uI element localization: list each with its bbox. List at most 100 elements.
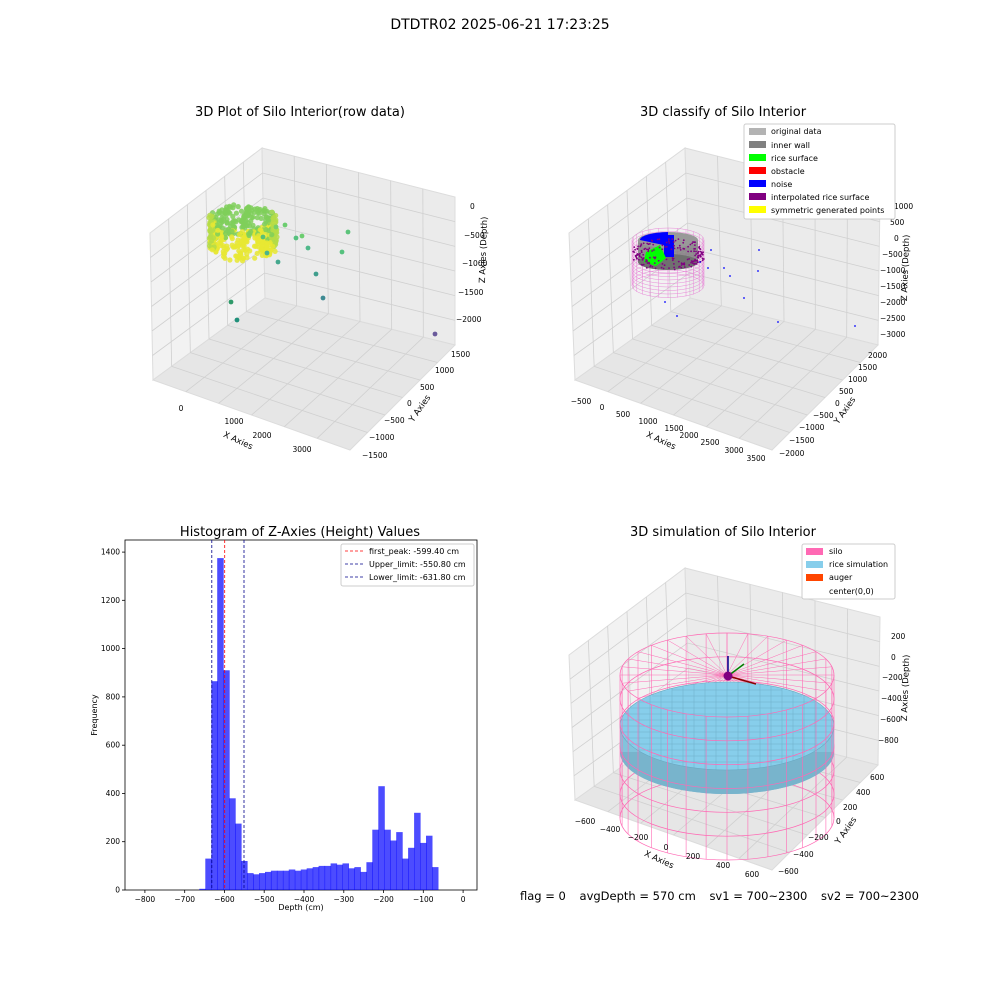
raw-point xyxy=(241,222,247,228)
interpolated-point xyxy=(692,262,694,265)
histogram-bar xyxy=(265,871,272,890)
classify-x-tick: 3000 xyxy=(724,446,743,455)
legend-label-rice-simulation: rice simulation xyxy=(829,560,888,569)
grid-line xyxy=(152,272,456,356)
rice-surface-patch xyxy=(644,245,666,266)
raw-point xyxy=(273,212,279,219)
interpolated-point xyxy=(678,244,681,247)
raw-outlier-point xyxy=(234,317,240,323)
classify-y-tick: −1500 xyxy=(789,436,815,445)
legend-label-upper-limit: Upper_limit: -550.80 cm xyxy=(369,560,466,569)
histogram-y-tick-label: 800 xyxy=(106,692,121,701)
interpolated-point xyxy=(639,252,641,255)
raw-point xyxy=(257,227,263,233)
silo-roof-spoke xyxy=(628,658,728,676)
classify-x-tick: 1000 xyxy=(638,417,657,426)
raw-point xyxy=(255,210,261,216)
histogram-bar xyxy=(342,863,349,890)
simulation-y-tick: −600 xyxy=(778,867,799,876)
raw-point xyxy=(245,204,251,210)
raw-point xyxy=(227,257,233,263)
grid-line xyxy=(422,188,424,338)
raw-point xyxy=(222,210,228,216)
noise-point xyxy=(854,325,856,327)
raw-point xyxy=(208,235,214,241)
interpolated-point xyxy=(699,248,702,251)
classify-z-tick: −1500 xyxy=(880,282,906,291)
histogram-y-tick-label: 1200 xyxy=(101,596,120,605)
interpolated-point xyxy=(687,250,689,253)
classify-legend: original data inner wall rice surface ob… xyxy=(743,123,896,220)
classify-y-tick: −1000 xyxy=(799,423,825,432)
raw-point xyxy=(209,247,215,253)
histogram-bar xyxy=(402,858,409,890)
interpolated-point xyxy=(632,250,635,253)
simulation-z-tick: −400 xyxy=(881,694,902,703)
interpolated-point xyxy=(686,258,689,261)
simulation-z-tick: 0 xyxy=(891,653,896,662)
legend-label-obstacle: obstacle xyxy=(771,167,805,176)
raw-y-tick: 500 xyxy=(420,383,435,392)
interpolated-point xyxy=(699,250,702,253)
histogram-plot-area xyxy=(124,539,478,891)
interpolated-point xyxy=(661,263,664,265)
interpolated-point xyxy=(689,243,692,246)
raw-point xyxy=(223,231,229,237)
interpolated-point xyxy=(694,258,696,261)
interpolated-point xyxy=(652,256,655,259)
silo-roof-spoke xyxy=(622,666,728,676)
raw-outlier-point xyxy=(293,235,299,241)
interpolated-point xyxy=(649,256,651,259)
raw-x-tick: 0 xyxy=(179,404,184,413)
raw-point xyxy=(245,220,251,226)
interpolated-point xyxy=(693,260,695,262)
raw-y-tick: −1000 xyxy=(369,433,395,442)
legend-label-noise: noise xyxy=(771,180,792,189)
raw-point xyxy=(262,221,268,227)
interpolated-point xyxy=(697,250,700,253)
interpolated-point xyxy=(673,263,675,265)
legend-swatch-interpolated xyxy=(749,193,766,200)
silo-roof-spoke xyxy=(726,674,826,692)
interpolated-point xyxy=(665,241,668,244)
noise-point xyxy=(743,297,745,299)
interpolated-point xyxy=(668,238,670,241)
grid-line xyxy=(316,336,424,439)
legend-label-center: center(0,0) xyxy=(829,587,874,596)
classify-z-tick: −3000 xyxy=(880,330,906,339)
raw-point xyxy=(238,239,244,245)
interpolated-point xyxy=(664,246,666,248)
interpolated-point xyxy=(640,251,643,254)
raw-point xyxy=(230,213,236,220)
grid-line xyxy=(572,667,879,752)
classify-x-tick: 2500 xyxy=(700,438,719,447)
interpolated-point xyxy=(635,254,638,257)
simulation-y-tick: 200 xyxy=(843,803,858,812)
interpolated-point xyxy=(642,257,645,260)
interpolated-point xyxy=(680,264,683,266)
raw-point xyxy=(214,211,221,217)
raw-point xyxy=(215,231,221,237)
classify-y-tick: 1500 xyxy=(858,363,877,372)
histogram-bar xyxy=(318,865,326,890)
raw-point xyxy=(221,245,227,251)
raw-point xyxy=(256,233,262,239)
interpolated-point xyxy=(679,247,681,249)
simulation-3d-title: 3D simulation of Silo Interior xyxy=(630,525,817,540)
histogram-bar xyxy=(259,873,266,890)
raw-outlier-point xyxy=(228,299,234,305)
histogram-bar xyxy=(390,840,397,890)
histogram-bar xyxy=(235,823,242,890)
status-avg-depth: avgDepth = 570 cm xyxy=(579,889,696,903)
interpolated-point xyxy=(690,265,693,268)
interpolated-point xyxy=(635,257,638,260)
noise-point xyxy=(758,249,760,251)
interpolated-point xyxy=(634,248,636,251)
histogram-x-tick-label: −700 xyxy=(174,895,195,904)
raw-point xyxy=(253,243,259,249)
interpolated-point xyxy=(652,243,655,246)
raw-point xyxy=(233,210,239,216)
legend-swatch-inner-wall xyxy=(749,141,766,148)
raw-outlier-point xyxy=(313,271,319,277)
